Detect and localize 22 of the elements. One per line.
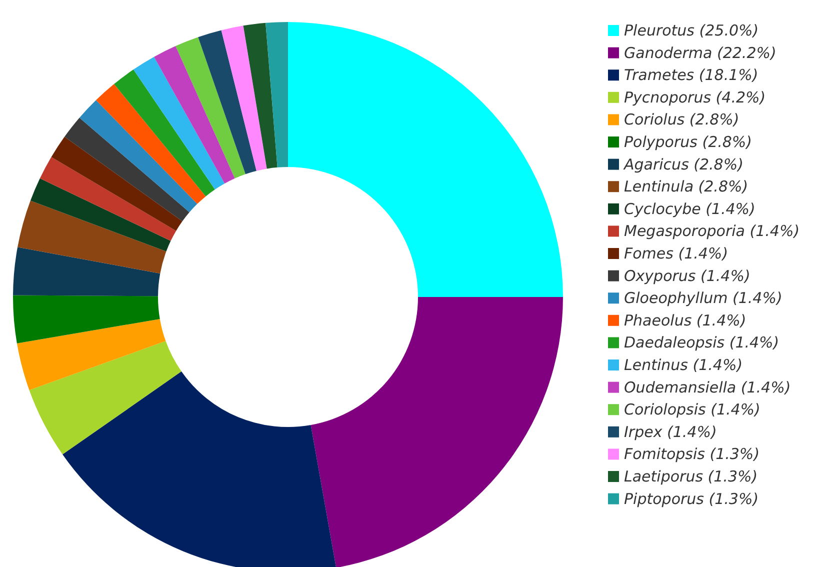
legend-label: Irpex (1.4%) bbox=[624, 422, 717, 441]
legend-label: Pleurotus (25.0%) bbox=[624, 22, 759, 40]
legend-label: Megasporoporia (1.4%) bbox=[624, 222, 800, 240]
legend-label: Oudemansiella (1.4%) bbox=[624, 378, 791, 396]
legend-label: Piptoporus (1.3%) bbox=[624, 490, 759, 508]
legend-label: Gloeophyllum (1.4%) bbox=[624, 289, 782, 308]
legend-label: Oxyporus (1.4%) bbox=[624, 266, 750, 285]
legend-label: Coriolus (2.8%) bbox=[624, 110, 740, 129]
legend-label: Lentinus (1.4%) bbox=[624, 356, 743, 374]
legend-label: Polyporus (2.8%) bbox=[624, 133, 752, 151]
legend-label: Daedaleopsis (1.4%) bbox=[624, 334, 780, 352]
legend-label: Cyclocybe (1.4%) bbox=[624, 200, 756, 218]
legend-label: Ganoderma (22.2%) bbox=[624, 44, 776, 62]
legend-label: Fomitopsis (1.3%) bbox=[624, 445, 760, 464]
legend-label: Fomes (1.4%) bbox=[624, 244, 728, 262]
legend-label: Laetiporus (1.3%) bbox=[624, 468, 758, 486]
legend-label: Coriolopsis (1.4%) bbox=[624, 400, 760, 419]
legend-label: Lentinula (2.8%) bbox=[624, 178, 748, 196]
legend-label: Phaeolus (1.4%) bbox=[624, 311, 746, 330]
legend-label: Trametes (18.1%) bbox=[624, 66, 758, 84]
legend-label: Agaricus (2.8%) bbox=[623, 155, 744, 174]
legend-label: Pycnoporus (4.2%) bbox=[624, 88, 766, 106]
